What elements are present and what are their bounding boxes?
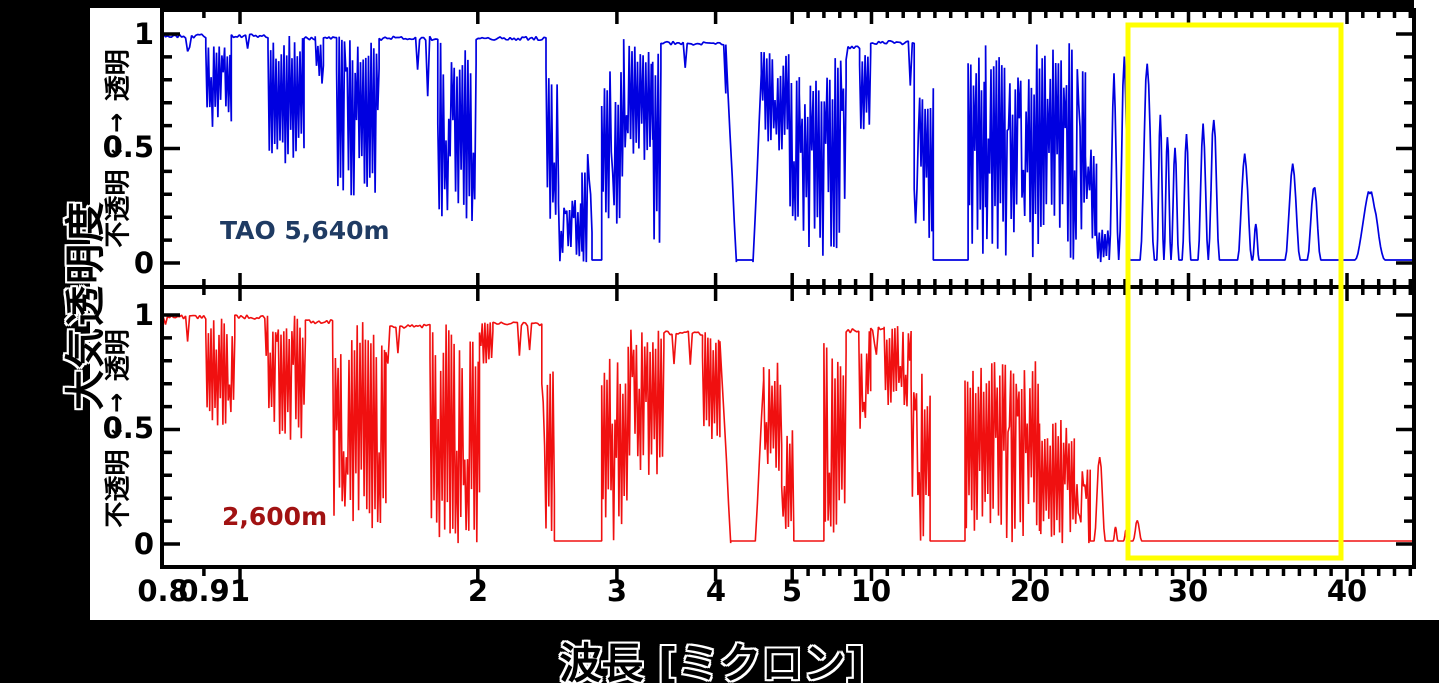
x-tick-label: 0.8 <box>137 574 189 608</box>
y-tick-label: 1 <box>133 298 154 332</box>
x-tick-label: 20 <box>1009 574 1051 608</box>
x-tick-label: 4 <box>705 574 727 608</box>
annotation-low-altitude: 2,600m <box>222 502 328 531</box>
x-tick-label: 3 <box>606 574 628 608</box>
y-tick-label: 0 <box>133 246 154 280</box>
x-tick-label: 1 <box>229 574 251 608</box>
transparency-scale-label-bottom-panel: 不透明 ↓ ↑ 透明 <box>96 328 136 528</box>
y-tick-label: 0.5 <box>102 130 154 164</box>
y-tick-label: 0.5 <box>102 411 154 445</box>
x-tick-label: 30 <box>1167 574 1209 608</box>
transparency-scale-label-top-panel: 不透明 ↓ ↑ 透明 <box>96 48 136 248</box>
up-down-arrows: ↓ ↑ <box>104 388 128 442</box>
right-margin <box>1414 0 1439 620</box>
opaque-label: 不透明 <box>103 169 134 248</box>
curve-2600m <box>162 314 1414 544</box>
x-tick-label: 10 <box>850 574 892 608</box>
opaque-label: 不透明 <box>103 449 134 528</box>
y-tick-label: 1 <box>133 17 154 51</box>
highlight-box-26-40um <box>1125 22 1344 561</box>
arrow-up-icon: ↑ <box>105 388 127 417</box>
transparent-label: 透明 <box>103 328 134 381</box>
arrow-up-icon: ↑ <box>105 108 127 137</box>
annotation-tao-altitude: TAO 5,640m <box>220 216 390 245</box>
x-tick-label: 5 <box>781 574 803 608</box>
y-tick-label: 0 <box>133 527 154 561</box>
arrow-down-icon: ↓ <box>105 133 127 162</box>
transparent-label: 透明 <box>103 48 134 101</box>
curve-tao-5640m <box>162 33 1414 263</box>
x-tick-label: 0.9 <box>178 574 230 608</box>
up-down-arrows: ↓ ↑ <box>104 108 128 162</box>
arrow-down-icon: ↓ <box>105 413 127 442</box>
x-tick-label: 40 <box>1326 574 1368 608</box>
x-tick-label: 2 <box>467 574 489 608</box>
x-axis-title: 波長 [ミクロン] <box>559 639 865 683</box>
